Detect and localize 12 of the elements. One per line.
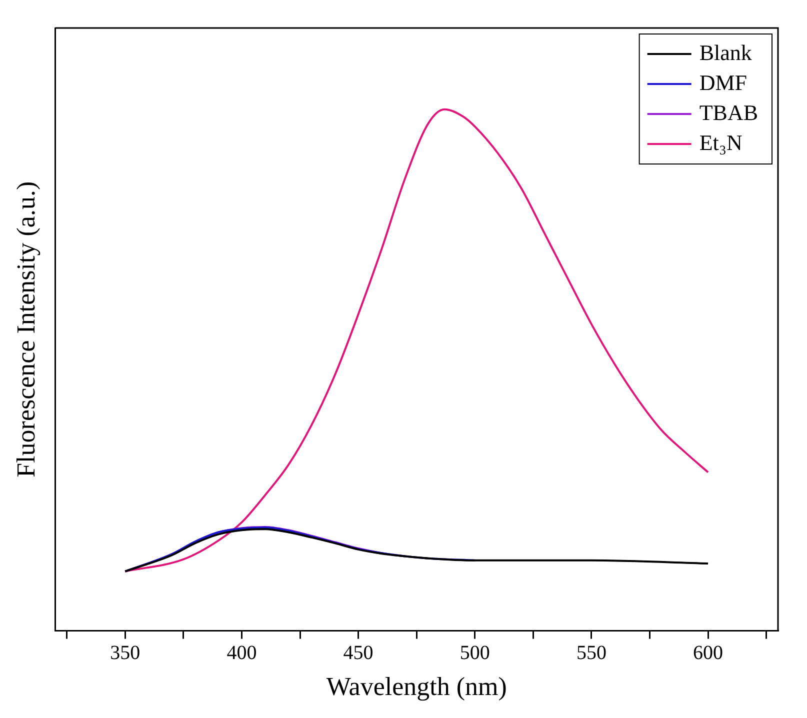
- legend-label: Blank: [699, 40, 752, 65]
- x-tick-label: 500: [460, 642, 490, 664]
- x-tick-label: 350: [110, 642, 140, 664]
- x-tick-label: 400: [226, 642, 257, 664]
- legend-label: DMF: [699, 70, 748, 95]
- y-axis-title: Fluorescence Intensity (a.u.): [11, 181, 40, 478]
- x-axis-title: Wavelength (nm): [326, 672, 507, 702]
- legend-label: TBAB: [699, 100, 758, 125]
- x-tick-label: 450: [343, 642, 374, 664]
- x-tick-label: 550: [576, 642, 606, 664]
- x-tick-label: 600: [693, 642, 724, 664]
- legend-label: Et₃N: [699, 130, 743, 155]
